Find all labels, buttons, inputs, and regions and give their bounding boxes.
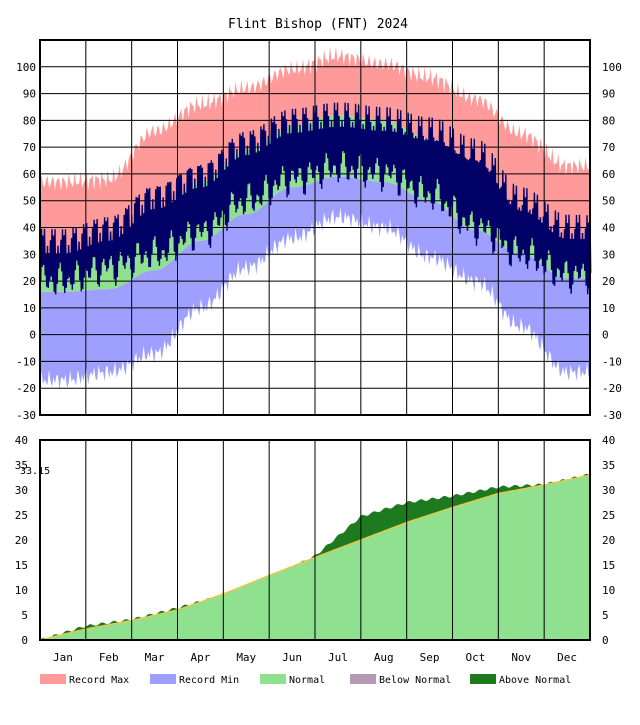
temp-ytick-left: -10 bbox=[16, 355, 36, 368]
precip-ytick-right: 40 bbox=[602, 434, 615, 447]
precip-ytick-left: 25 bbox=[15, 509, 28, 522]
precip-ytick-left: 0 bbox=[21, 634, 28, 647]
month-label: Oct bbox=[465, 651, 485, 664]
precip-ytick-left: 35 bbox=[15, 459, 28, 472]
month-label: Jun bbox=[282, 651, 302, 664]
precip-total-label: 33.15 bbox=[20, 466, 50, 477]
legend-swatch bbox=[350, 674, 376, 684]
legend-label: Normal bbox=[289, 675, 325, 686]
temp-ytick-left: 0 bbox=[29, 329, 36, 342]
temp-ytick-left: -30 bbox=[16, 409, 36, 422]
temp-ytick-right: 100 bbox=[602, 61, 622, 74]
month-label: May bbox=[236, 651, 256, 664]
month-label: Jul bbox=[328, 651, 348, 664]
month-label: Nov bbox=[511, 651, 531, 664]
month-label: Aug bbox=[374, 651, 394, 664]
month-label: Sep bbox=[420, 651, 440, 664]
legend-swatch bbox=[40, 674, 66, 684]
temp-ytick-right: 80 bbox=[602, 114, 615, 127]
precip-ytick-right: 5 bbox=[602, 609, 609, 622]
month-label: Mar bbox=[145, 651, 165, 664]
temp-ytick-right: 10 bbox=[602, 302, 615, 315]
precip-ytick-right: 30 bbox=[602, 484, 615, 497]
temp-ytick-left: 20 bbox=[23, 275, 36, 288]
temp-ytick-right: -20 bbox=[602, 382, 622, 395]
temp-ytick-right: 0 bbox=[602, 329, 609, 342]
precip-ytick-left: 10 bbox=[15, 584, 28, 597]
precip-ytick-left: 40 bbox=[15, 434, 28, 447]
legend-swatch bbox=[260, 674, 286, 684]
temp-ytick-left: 40 bbox=[23, 222, 36, 235]
temperature-plot-frame bbox=[39, 39, 591, 416]
precip-ytick-left: 5 bbox=[21, 609, 28, 622]
legend-label: Record Max bbox=[69, 675, 129, 686]
temp-ytick-right: -10 bbox=[602, 355, 622, 368]
temp-ytick-right: 30 bbox=[602, 248, 615, 261]
precipitation-panel: 40 40 35 35 30 30 25 25 20 20 15 15 10 10 5 5 0 0 33.15 bbox=[15, 434, 616, 647]
temp-ytick-right: 60 bbox=[602, 168, 615, 181]
temp-ytick-right: -30 bbox=[602, 409, 622, 422]
precip-ytick-right: 15 bbox=[602, 559, 615, 572]
temp-ytick-right: 90 bbox=[602, 88, 615, 101]
temp-ytick-right: 70 bbox=[602, 141, 615, 154]
chart-title: Flint Bishop (FNT) 2024 bbox=[228, 17, 408, 32]
month-label: Feb bbox=[99, 651, 119, 664]
month-label: Dec bbox=[557, 651, 577, 664]
precip-ytick-right: 35 bbox=[602, 459, 615, 472]
legend-label: Below Normal bbox=[379, 675, 451, 686]
temp-ytick-left: 10 bbox=[23, 302, 36, 315]
temp-ytick-left: 60 bbox=[23, 168, 36, 181]
temp-ytick-right: 20 bbox=[602, 275, 615, 288]
precip-ytick-right: 0 bbox=[602, 634, 609, 647]
precip-ytick-left: 20 bbox=[15, 534, 28, 547]
observed-temperature-line bbox=[39, 102, 592, 295]
temp-ytick-right: 50 bbox=[602, 195, 615, 208]
month-label: Apr bbox=[190, 651, 210, 664]
temp-ytick-left: 100 bbox=[16, 61, 36, 74]
legend-label: Above Normal bbox=[499, 675, 571, 686]
temp-ytick-left: 50 bbox=[23, 195, 36, 208]
legend-label: Record Min bbox=[179, 675, 239, 686]
precip-ytick-right: 20 bbox=[602, 534, 615, 547]
temp-ytick-left: 70 bbox=[23, 141, 36, 154]
temp-ytick-left: -20 bbox=[16, 382, 36, 395]
temp-ytick-left: 80 bbox=[23, 114, 36, 127]
temp-ytick-right: 40 bbox=[602, 222, 615, 235]
temp-ytick-left: 30 bbox=[23, 248, 36, 261]
legend-swatch bbox=[150, 674, 176, 684]
temp-ytick-left: 90 bbox=[23, 88, 36, 101]
precip-ytick-right: 25 bbox=[602, 509, 615, 522]
precip-ytick-left: 30 bbox=[15, 484, 28, 497]
legend-swatch bbox=[470, 674, 496, 684]
precip-plot-frame bbox=[39, 439, 591, 641]
precip-ytick-right: 10 bbox=[602, 584, 615, 597]
month-label: Jan bbox=[53, 651, 73, 664]
precip-ytick-left: 15 bbox=[15, 559, 28, 572]
